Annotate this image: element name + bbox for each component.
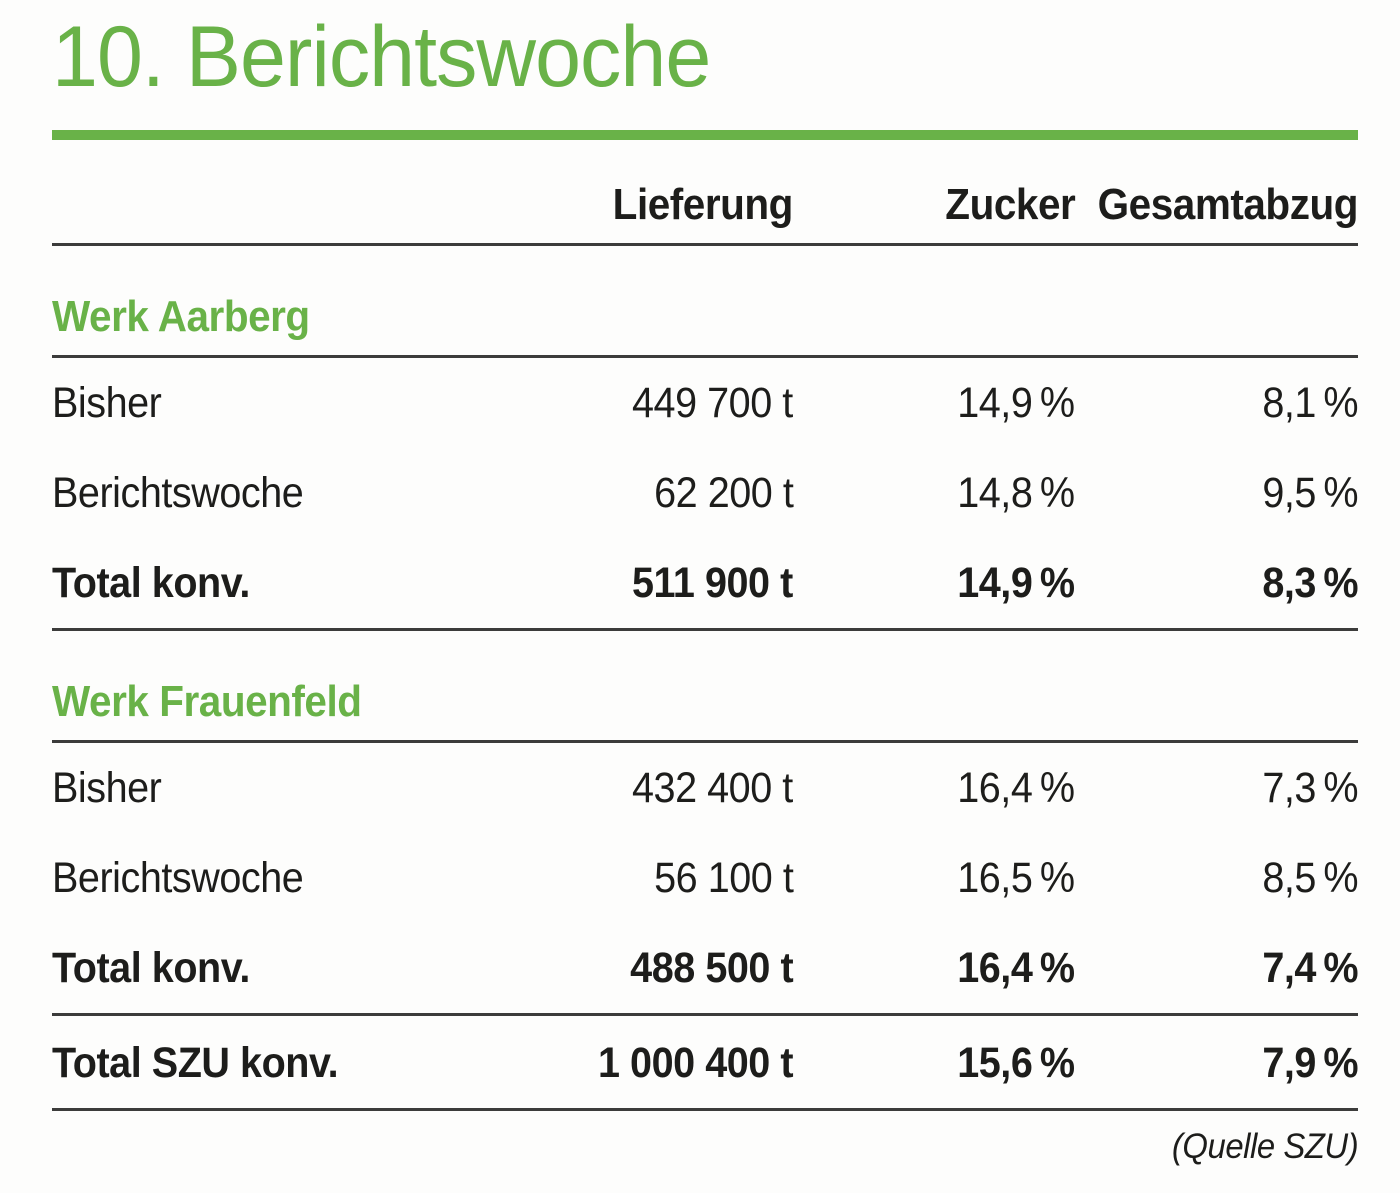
- cell-zucker: 15,6 %: [957, 1039, 1076, 1087]
- cell-lieferung: 1 000 400 t: [597, 1039, 794, 1087]
- report-content: 10. Berichtswoche Lieferung Zucker Gesam…: [52, 14, 1358, 1167]
- cell-gesamtabzug: 7,4 %: [1262, 944, 1358, 992]
- cell-lieferung: 511 900 t: [632, 559, 793, 607]
- cell-zucker: 14,9 %: [957, 559, 1076, 607]
- cell-zucker: 14,9 %: [957, 379, 1076, 427]
- row-label: Berichtswoche: [52, 469, 304, 517]
- cell-gesamtabzug: 8,1 %: [1262, 379, 1358, 427]
- section-divider-rule: [52, 1013, 1358, 1016]
- section-divider-rule: [52, 628, 1358, 631]
- header-empty: [52, 180, 533, 230]
- table-row-total: Total konv. 488 500 t 16,4 % 7,4 %: [52, 923, 1358, 1013]
- table-row-total: Total konv. 511 900 t 14,9 % 8,3 %: [52, 538, 1358, 628]
- cell-lieferung: 432 400 t: [632, 764, 793, 812]
- table-row: Berichtswoche 62 200 t 14,8 % 9,5 %: [52, 448, 1358, 538]
- cell-lieferung: 62 200 t: [653, 469, 794, 517]
- cell-lieferung: 56 100 t: [653, 854, 794, 902]
- row-label: Berichtswoche: [52, 854, 304, 902]
- cell-gesamtabzug: 9,5 %: [1262, 469, 1358, 517]
- row-label: Total SZU konv.: [52, 1039, 339, 1087]
- cell-gesamtabzug: 7,3 %: [1262, 764, 1358, 812]
- row-label: Total konv.: [52, 559, 250, 607]
- header-lieferung: Lieferung: [612, 180, 794, 229]
- section-heading-aarberg: Werk Aarberg: [52, 292, 1358, 358]
- section-werk-aarberg: Werk Aarberg Bisher 449 700 t 14,9 % 8,1…: [52, 292, 1358, 631]
- cell-zucker: 14,8 %: [957, 469, 1076, 517]
- page-title: 10. Berichtswoche: [52, 9, 711, 105]
- table-row: Berichtswoche 56 100 t 16,5 % 8,5 %: [52, 833, 1358, 923]
- cell-gesamtabzug: 7,9 %: [1262, 1039, 1358, 1087]
- cell-zucker: 16,4 %: [957, 944, 1076, 992]
- table-row-grand-total: Total SZU konv. 1 000 400 t 15,6 % 7,9 %: [52, 1018, 1358, 1108]
- title-divider-rule: [52, 130, 1358, 140]
- cell-zucker: 16,4 %: [957, 764, 1076, 812]
- report-table: Lieferung Zucker Gesamtabzug Werk Aarber…: [52, 180, 1358, 1111]
- cell-gesamtabzug: 8,3 %: [1262, 559, 1358, 607]
- table-bottom-rule: [52, 1108, 1358, 1111]
- row-label: Bisher: [52, 379, 162, 427]
- row-label: Total konv.: [52, 944, 250, 992]
- table-row: Bisher 449 700 t 14,9 % 8,1 %: [52, 358, 1358, 448]
- section-werk-frauenfeld: Werk Frauenfeld Bisher 432 400 t 16,4 % …: [52, 677, 1358, 1016]
- table-header-row: Lieferung Zucker Gesamtabzug: [52, 180, 1358, 246]
- header-gesamtabzug: Gesamtabzug: [1097, 180, 1359, 229]
- row-label: Bisher: [52, 764, 162, 812]
- table-row: Bisher 432 400 t 16,4 % 7,3 %: [52, 743, 1358, 833]
- section-heading-frauenfeld: Werk Frauenfeld: [52, 677, 1358, 743]
- source-note: (Quelle SZU): [1171, 1127, 1359, 1166]
- cell-gesamtabzug: 8,5 %: [1262, 854, 1358, 902]
- cell-lieferung: 449 700 t: [632, 379, 793, 427]
- header-zucker: Zucker: [945, 180, 1075, 229]
- cell-lieferung: 488 500 t: [629, 944, 793, 992]
- cell-zucker: 16,5 %: [957, 854, 1076, 902]
